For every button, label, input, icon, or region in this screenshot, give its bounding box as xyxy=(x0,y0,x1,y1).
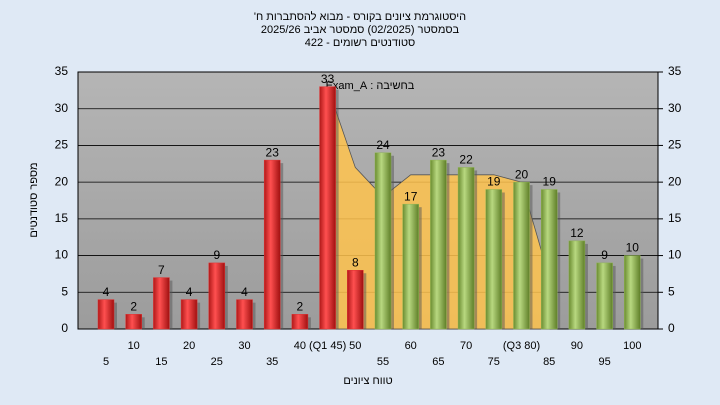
x-axis-label: טווח ציונים xyxy=(343,375,392,387)
bar xyxy=(457,167,475,330)
bar xyxy=(319,86,336,330)
bar xyxy=(236,299,253,330)
x-tick-label: 50 xyxy=(349,340,361,352)
chart-subtitle: בסמסטר (02/2025) סמסטר אביב 2025/26 xyxy=(261,24,460,36)
x-tick-label: (Q1 45) xyxy=(309,340,346,352)
data-label: 17 xyxy=(404,189,418,203)
x-tick-label: 10 xyxy=(128,340,140,352)
bar xyxy=(208,262,226,330)
x-tick-label: (Q3 80) xyxy=(503,340,540,352)
legend-label: בחשיבה : Exam_A xyxy=(326,80,415,92)
x-tick-label: 95 xyxy=(598,356,610,368)
data-label: 2 xyxy=(130,299,137,313)
bar xyxy=(291,314,309,330)
data-label: 23 xyxy=(266,145,280,159)
y-tick-label: 25 xyxy=(55,138,69,152)
bar xyxy=(568,240,586,330)
data-label: 7 xyxy=(158,263,165,277)
data-label: 4 xyxy=(241,285,248,299)
bar xyxy=(540,189,558,330)
x-tick-label: 5 xyxy=(103,356,109,368)
bar xyxy=(153,277,170,330)
x-tick-label: 75 xyxy=(488,356,500,368)
data-label: 20 xyxy=(515,167,529,181)
y-tick-label: 35 xyxy=(55,64,69,78)
y-tick-label: 30 xyxy=(55,101,69,115)
y2-tick-label: 15 xyxy=(668,211,682,225)
y2-tick-label: 30 xyxy=(668,101,682,115)
bar xyxy=(430,159,447,330)
y2-tick-label: 0 xyxy=(668,321,675,335)
x-tick-label: 90 xyxy=(571,340,583,352)
data-label: 8 xyxy=(352,255,359,269)
x-tick-label: 85 xyxy=(543,356,555,368)
bar xyxy=(180,299,198,330)
x-tick-label: 100 xyxy=(623,340,641,352)
data-label: 4 xyxy=(103,285,110,299)
y2-tick-label: 10 xyxy=(668,248,682,262)
data-label: 4 xyxy=(186,285,193,299)
bar xyxy=(347,270,364,330)
data-label: 9 xyxy=(213,248,220,262)
data-label: 22 xyxy=(459,153,473,167)
y2-tick-label: 35 xyxy=(668,64,682,78)
data-label: 19 xyxy=(543,175,557,189)
data-label: 24 xyxy=(376,138,390,152)
bar xyxy=(485,189,503,330)
data-label: 10 xyxy=(626,241,640,255)
x-tick-label: 40 xyxy=(294,340,306,352)
y2-tick-label: 20 xyxy=(668,174,682,188)
data-label: 12 xyxy=(570,226,584,240)
chart-title: היסטוגרמת ציונים בקורס - מבוא להסתברות ח… xyxy=(254,10,466,23)
x-tick-label: 15 xyxy=(155,356,167,368)
x-tick-label: 65 xyxy=(432,356,444,368)
bar xyxy=(263,159,281,330)
data-label: 2 xyxy=(297,299,304,313)
x-tick-label: 55 xyxy=(377,356,389,368)
data-label: 19 xyxy=(487,175,501,189)
y2-tick-label: 25 xyxy=(668,138,682,152)
y-tick-label: 15 xyxy=(55,211,69,225)
data-label: 9 xyxy=(601,248,608,262)
y-tick-label: 0 xyxy=(61,321,68,335)
chart-subtitle: סטודנטים רשומים - 422 xyxy=(305,37,416,49)
x-tick-label: 60 xyxy=(405,340,417,352)
bar xyxy=(596,262,613,330)
bar xyxy=(374,152,392,330)
y-tick-label: 20 xyxy=(55,174,69,188)
y-tick-label: 5 xyxy=(61,284,68,298)
x-tick-label: 30 xyxy=(238,340,250,352)
x-tick-label: 70 xyxy=(460,340,472,352)
bar xyxy=(125,314,142,330)
bar xyxy=(624,255,641,330)
y-tick-label: 10 xyxy=(55,248,69,262)
y2-tick-label: 5 xyxy=(668,284,675,298)
x-tick-label: 25 xyxy=(211,356,223,368)
data-label: 23 xyxy=(432,145,446,159)
bar xyxy=(513,181,530,330)
x-tick-label: 20 xyxy=(183,340,195,352)
y-axis-label: מספר סטודנטים xyxy=(28,162,40,237)
bar xyxy=(97,299,115,330)
bar xyxy=(402,203,419,330)
x-tick-label: 35 xyxy=(266,356,278,368)
data-label: 33 xyxy=(321,72,335,86)
